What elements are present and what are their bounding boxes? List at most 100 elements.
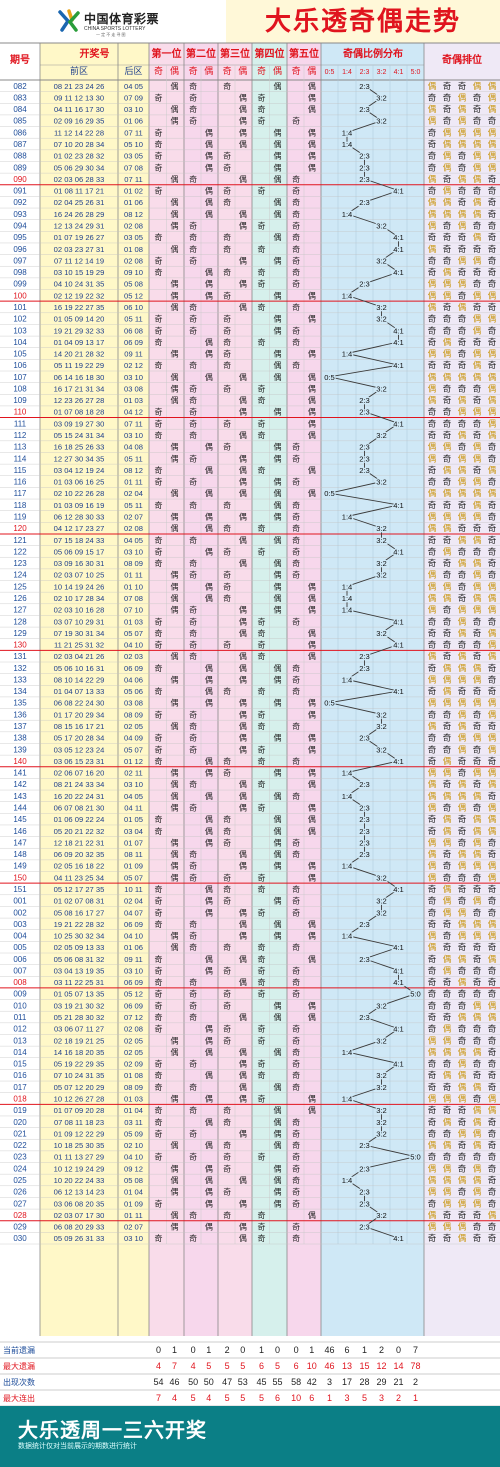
permutation-marker: 偶 — [428, 453, 437, 463]
position-parity-marker: 奇 — [257, 756, 265, 766]
row-front-numbers: 14 16 18 20 35 — [54, 1048, 105, 1057]
row-ratio-value: 3:2 — [376, 222, 387, 231]
position-parity-marker: 奇 — [292, 1198, 300, 1208]
stat-value: 6 — [294, 1361, 299, 1371]
position-parity-marker: 奇 — [189, 616, 197, 626]
position-parity-marker: 偶 — [171, 1035, 179, 1045]
position-parity-marker: 奇 — [154, 616, 162, 626]
position-parity-marker: 偶 — [239, 616, 247, 626]
permutation-marker: 奇 — [428, 826, 437, 836]
row-ratio-value: 2:3 — [359, 920, 370, 929]
permutation-marker: 奇 — [458, 1210, 467, 1220]
row-ratio-value: 3:2 — [376, 1118, 387, 1127]
permutation-marker: 偶 — [428, 349, 437, 359]
position-parity-marker: 奇 — [189, 1128, 197, 1138]
position-parity-marker: 奇 — [189, 570, 197, 580]
row-front-numbers: 10 20 22 24 33 — [54, 1176, 105, 1185]
permutation-marker: 偶 — [488, 383, 497, 393]
row-ratio-value: 3:2 — [376, 559, 387, 568]
row-front-numbers: 02 03 07 17 30 — [54, 1211, 105, 1220]
stat-value: 46 — [170, 1377, 180, 1387]
position-parity-marker: 偶 — [171, 698, 179, 708]
row-issue: 089 — [13, 163, 27, 172]
stat-value: 0 — [294, 1345, 299, 1355]
position-parity-marker: 奇 — [223, 884, 231, 894]
position-parity-marker: 偶 — [205, 768, 213, 778]
row-back-numbers: 05 07 — [124, 745, 143, 754]
permutation-marker: 奇 — [428, 546, 437, 556]
position-parity-marker: 奇 — [154, 919, 162, 929]
permutation-marker: 奇 — [473, 872, 482, 882]
position-parity-marker: 偶 — [308, 407, 316, 417]
row-back-numbers: 02 08 — [124, 524, 143, 533]
row-issue: 088 — [13, 152, 27, 161]
permutation-marker: 偶 — [428, 931, 437, 941]
permutation-marker: 奇 — [428, 267, 437, 277]
stat-value: 7 — [156, 1393, 161, 1403]
permutation-marker: 偶 — [458, 616, 467, 626]
position-parity-marker: 偶 — [308, 826, 316, 836]
permutation-marker: 偶 — [443, 546, 452, 556]
permutation-marker: 偶 — [473, 1163, 482, 1173]
row-ratio-value: 0:5 — [324, 373, 335, 382]
row-front-numbers: 10 14 19 24 26 — [54, 582, 105, 591]
stat-value: 4 — [206, 1393, 211, 1403]
position-parity-marker: 奇 — [189, 628, 197, 638]
stat-value: 53 — [238, 1377, 248, 1387]
position-parity-marker: 奇 — [223, 768, 231, 778]
position-parity-marker: 偶 — [274, 197, 282, 207]
row-front-numbers: 03 09 19 27 30 — [54, 419, 105, 428]
permutation-marker: 偶 — [488, 418, 497, 428]
row-back-numbers: 05 12 — [124, 990, 143, 999]
permutation-marker: 奇 — [488, 1059, 497, 1069]
permutation-marker: 奇 — [428, 965, 437, 975]
row-ratio-value: 1:4 — [342, 582, 353, 591]
row-issue: 083 — [13, 93, 27, 102]
permutation-marker: 偶 — [458, 674, 467, 684]
permutation-marker: 奇 — [428, 954, 437, 964]
stat-value: 1 — [309, 1345, 314, 1355]
permutation-marker: 偶 — [473, 314, 482, 324]
draw-header: 开奖号 — [80, 47, 110, 60]
position-parity-marker: 奇 — [292, 232, 300, 242]
position-parity-marker: 奇 — [292, 453, 300, 463]
position-parity-marker: 偶 — [205, 349, 213, 359]
position-parity-marker: 偶 — [205, 127, 213, 137]
position-parity-marker: 偶 — [239, 558, 247, 568]
position-parity-marker: 偶 — [308, 465, 316, 475]
row-issue: 082 — [13, 82, 27, 91]
position-parity-marker: 偶 — [239, 1070, 247, 1080]
permutation-marker: 偶 — [458, 977, 467, 987]
permutation-marker: 偶 — [443, 267, 452, 277]
permutation-marker: 偶 — [488, 349, 497, 359]
position-parity-marker: 偶 — [308, 488, 316, 498]
permutation-marker: 奇 — [428, 1059, 437, 1069]
row-front-numbers: 02 10 22 26 28 — [54, 489, 105, 498]
position-parity-marker: 偶 — [205, 826, 213, 836]
position-parity-marker: 偶 — [171, 674, 179, 684]
permutation-marker: 偶 — [458, 1128, 467, 1138]
position-parity-marker: 奇 — [154, 162, 162, 172]
position-parity-marker: 奇 — [257, 803, 265, 813]
position-parity-marker: 偶 — [274, 232, 282, 242]
row-ratio-value: 3:2 — [376, 384, 387, 393]
position-parity-marker: 奇 — [189, 640, 197, 650]
position-parity-marker: 偶 — [274, 593, 282, 603]
row-front-numbers: 02 05 16 18 22 — [54, 862, 105, 871]
permutation-marker: 奇 — [443, 628, 452, 638]
position-parity-marker: 偶 — [274, 814, 282, 824]
row-ratio-value: 3:2 — [376, 1036, 387, 1045]
row-issue: 007 — [13, 966, 27, 975]
permutation-marker: 偶 — [443, 965, 452, 975]
position-parity-marker: 奇 — [292, 523, 300, 533]
position-parity-marker: 奇 — [292, 174, 300, 184]
position-parity-marker: 偶 — [171, 1047, 179, 1057]
position-parity-marker: 偶 — [274, 81, 282, 91]
row-front-numbers: 02 09 16 29 35 — [54, 117, 105, 126]
position-parity-marker: 奇 — [189, 744, 197, 754]
row-back-numbers: 09 11 — [124, 350, 142, 359]
permutation-marker: 偶 — [488, 407, 497, 417]
position-parity-marker: 偶 — [274, 581, 282, 591]
permutation-marker: 奇 — [458, 872, 467, 882]
position-parity-marker: 奇 — [154, 151, 162, 161]
